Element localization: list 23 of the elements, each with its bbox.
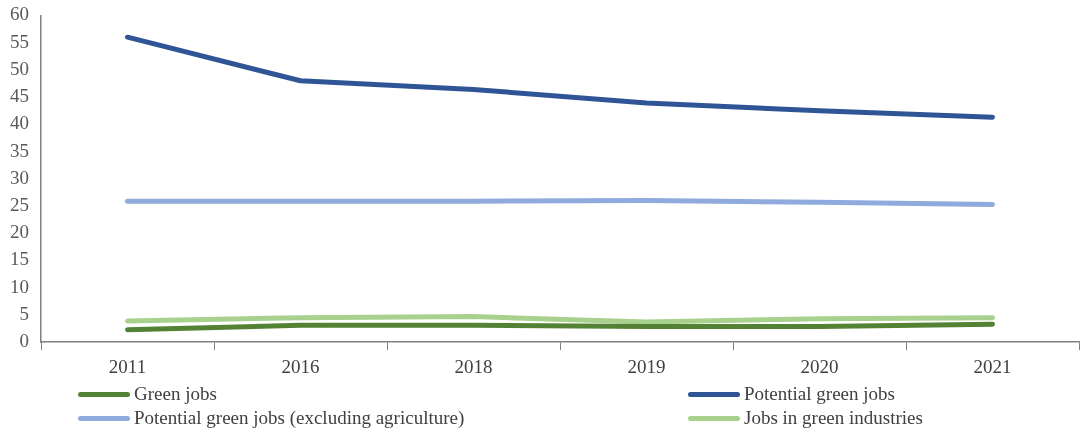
x-tick-label: 2016 xyxy=(281,355,320,377)
y-tick-label: 60 xyxy=(10,3,29,25)
x-tick-label: 2018 xyxy=(454,355,493,377)
y-tick-label: 55 xyxy=(10,30,29,52)
x-tick-label: 2011 xyxy=(108,355,147,377)
x-tick-label: 2019 xyxy=(627,355,666,377)
x-tick-label: 2021 xyxy=(973,355,1012,377)
legend-label: Jobs in green industries xyxy=(744,407,923,429)
y-tick-label: 20 xyxy=(10,221,29,243)
x-tick-label: 2020 xyxy=(800,355,839,377)
y-tick-label: 0 xyxy=(19,330,29,352)
y-tick-label: 30 xyxy=(10,166,29,188)
y-tick-label: 35 xyxy=(10,139,29,161)
legend-label: Green jobs xyxy=(134,383,217,405)
y-tick-label: 5 xyxy=(19,302,29,324)
y-tick-label: 50 xyxy=(10,57,29,79)
legend-label: Potential green jobs (excluding agriculture) xyxy=(134,407,465,429)
y-tick-label: 40 xyxy=(10,112,29,134)
y-tick-label: 45 xyxy=(10,85,29,107)
y-tick-label: 15 xyxy=(10,248,29,270)
legend-label: Potential green jobs xyxy=(744,383,895,405)
y-tick-label: 10 xyxy=(10,275,29,297)
y-tick-label: 25 xyxy=(10,194,29,216)
